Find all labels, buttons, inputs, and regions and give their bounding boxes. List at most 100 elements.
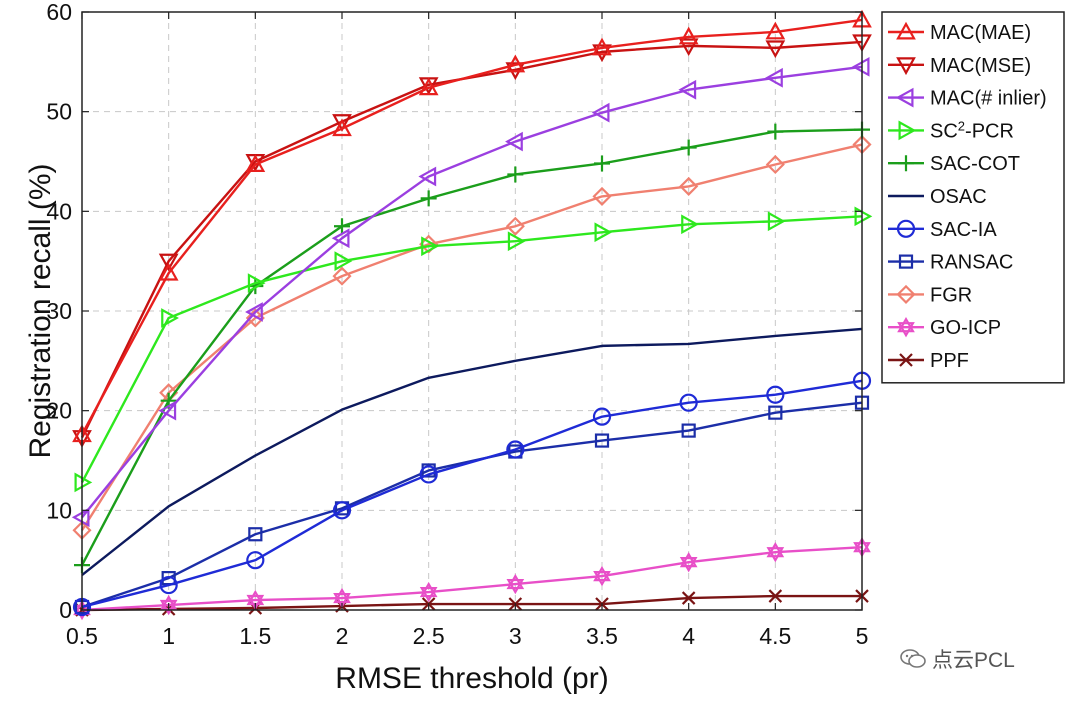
legend-marker-part bbox=[897, 322, 915, 338]
legend-entry: GO-ICP bbox=[888, 317, 1001, 339]
y-tick-labels: 0 10 20 30 40 50 60 bbox=[46, 0, 72, 623]
data-point bbox=[506, 573, 525, 595]
legend-label: RANSAC bbox=[930, 252, 1013, 274]
series-line bbox=[81, 327, 863, 577]
data-point bbox=[594, 222, 613, 243]
data-point bbox=[680, 139, 697, 156]
y-tick-label: 40 bbox=[46, 198, 72, 224]
legend-label: SAC-IA bbox=[930, 219, 997, 241]
watermark: 点云PCL bbox=[900, 644, 1015, 674]
legend-marker bbox=[896, 21, 916, 40]
legend-entry: MAC(# inlier) bbox=[888, 88, 1047, 110]
data-point-part bbox=[333, 587, 351, 604]
data-point bbox=[419, 581, 438, 603]
data-point bbox=[592, 44, 612, 63]
data-point bbox=[594, 433, 610, 448]
x-tick-label: 2 bbox=[336, 623, 349, 649]
data-point bbox=[158, 400, 177, 421]
data-point bbox=[334, 218, 350, 235]
series-line bbox=[81, 379, 863, 609]
data-point bbox=[246, 551, 265, 570]
series-line bbox=[81, 546, 863, 612]
legend-label-sup: 2 bbox=[958, 118, 965, 133]
legend-label-main: SC bbox=[930, 120, 958, 142]
y-tick-label: 0 bbox=[59, 597, 72, 623]
data-point bbox=[678, 38, 699, 57]
data-point bbox=[421, 236, 439, 257]
legend-marker bbox=[899, 353, 913, 367]
data-point bbox=[767, 123, 784, 140]
data-point bbox=[332, 266, 352, 286]
series-osac bbox=[81, 327, 863, 577]
series-layer bbox=[71, 9, 873, 621]
data-point bbox=[594, 155, 610, 172]
legend-label: FGR bbox=[930, 284, 972, 306]
data-point bbox=[591, 102, 610, 123]
x-tick-label: 1.5 bbox=[239, 623, 271, 649]
legend-marker bbox=[898, 120, 917, 141]
legend: MAC(MAE) MAC(MSE) MAC(# inlier) SC2-PCR SAC-… bbox=[881, 11, 1065, 384]
series-sc2-pcr bbox=[74, 206, 873, 493]
series-line bbox=[80, 40, 863, 439]
legend-label-rest: -PCR bbox=[965, 120, 1014, 142]
legend-marker bbox=[897, 317, 915, 338]
y-tick-label: 30 bbox=[46, 298, 72, 324]
data-point bbox=[505, 216, 525, 236]
legend-entry: SC2-PCR bbox=[888, 118, 1014, 143]
legend-marker-part bbox=[897, 317, 915, 333]
data-point bbox=[592, 407, 612, 426]
series-line bbox=[81, 65, 863, 519]
x-tick-label: 3 bbox=[509, 623, 522, 649]
legend-label: MAC(MAE) bbox=[930, 22, 1031, 44]
x-tick-label: 4 bbox=[682, 623, 695, 649]
data-point bbox=[332, 118, 352, 137]
data-point-part bbox=[159, 599, 178, 616]
data-point bbox=[766, 385, 785, 404]
axis-ticks bbox=[81, 11, 863, 611]
legend-entry: MAC(MSE) bbox=[888, 55, 1031, 77]
legend-entry: OSAC bbox=[888, 186, 987, 208]
data-point bbox=[768, 405, 783, 420]
legend-label: GO-ICP bbox=[930, 317, 1001, 339]
data-point bbox=[851, 56, 870, 77]
data-point-part bbox=[419, 586, 438, 603]
data-point bbox=[679, 176, 699, 196]
data-point-part bbox=[593, 565, 611, 582]
y-axis-title: Registration recall (%) bbox=[24, 163, 57, 458]
data-point bbox=[681, 214, 699, 235]
legend-marker bbox=[898, 254, 914, 269]
data-point bbox=[507, 166, 524, 183]
x-tick-label: 2.5 bbox=[413, 623, 445, 649]
series-mac-mae- bbox=[72, 9, 872, 443]
legend-marker bbox=[896, 284, 916, 304]
data-point bbox=[766, 541, 785, 563]
data-point bbox=[854, 206, 873, 227]
data-point-part bbox=[506, 578, 525, 595]
data-point bbox=[419, 465, 438, 484]
data-point bbox=[74, 472, 93, 493]
grid bbox=[81, 11, 863, 611]
data-point bbox=[592, 186, 612, 206]
legend-label: SAC-COT bbox=[930, 153, 1020, 175]
legend-label: OSAC bbox=[930, 186, 987, 208]
x-tick-label: 4.5 bbox=[759, 623, 791, 649]
legend-label: PPF bbox=[930, 350, 969, 372]
data-point bbox=[71, 507, 90, 528]
series-line bbox=[81, 594, 862, 612]
legend-label: MAC(MSE) bbox=[930, 55, 1031, 77]
legend-marker bbox=[895, 87, 914, 108]
data-point bbox=[765, 154, 785, 175]
data-point-part bbox=[593, 571, 611, 587]
data-point bbox=[332, 501, 352, 520]
data-point bbox=[158, 253, 179, 272]
legend-label: SC2-PCR bbox=[930, 118, 1014, 143]
series-line bbox=[80, 128, 863, 566]
y-tick-label: 60 bbox=[46, 0, 72, 25]
data-point bbox=[679, 551, 698, 573]
x-tick-labels: 0.5 1 1.5 2 2.5 3 3.5 4 4.5 5 bbox=[66, 623, 868, 649]
legend-entry: MAC(MAE) bbox=[888, 21, 1031, 44]
data-point bbox=[678, 26, 699, 45]
data-point bbox=[681, 591, 696, 605]
data-point bbox=[678, 79, 697, 100]
